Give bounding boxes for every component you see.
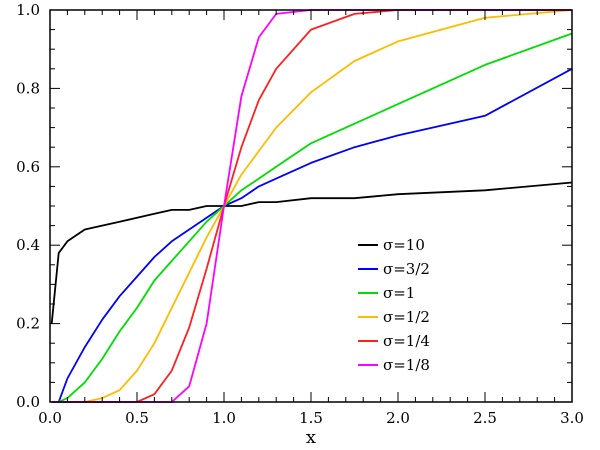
series-line-6	[51, 9, 572, 403]
x-tick-label: 1.5	[299, 409, 323, 427]
x-axis-title: x	[306, 427, 316, 448]
legend-label: σ=1	[383, 284, 415, 302]
axes-layer: 0.0 0.5 1.0 1.5 2.0 2.5 3.0 0.0 0.2 0.4 0.6 0.8 1.0	[16, 1, 584, 427]
x-tick-label: 0.0	[38, 409, 62, 427]
legend-label: σ=1/8	[383, 356, 430, 374]
y-tick-label: 0.0	[16, 393, 40, 411]
legend-label: σ=1/2	[383, 308, 430, 326]
legend-label: σ=1/4	[383, 332, 430, 350]
series-line-1	[50, 181, 573, 324]
x-tick-label: 2.5	[473, 409, 497, 427]
legend: σ=10 σ=3/2 σ=1 σ=1/2 σ=1/4 σ=1/8	[358, 236, 430, 374]
series-layer	[50, 9, 573, 403]
series-line-3	[51, 32, 573, 403]
series-line-4	[51, 9, 573, 403]
y-tick-label: 1.0	[16, 1, 40, 19]
x-tick-label: 3.0	[560, 409, 584, 427]
x-tick-label: 1.0	[212, 409, 236, 427]
x-tick-label: 2.0	[386, 409, 410, 427]
y-tick-label: 0.2	[16, 315, 40, 333]
y-tick-label: 0.4	[16, 236, 40, 254]
series-line-2	[51, 68, 573, 403]
legend-label: σ=3/2	[383, 260, 430, 278]
series-line-5	[51, 9, 572, 403]
plot-frame	[49, 9, 573, 403]
y-tick-label: 0.8	[16, 79, 40, 97]
y-tick-label: 0.6	[16, 158, 40, 176]
legend-label: σ=10	[383, 236, 425, 254]
x-tick-label: 0.5	[125, 409, 149, 427]
